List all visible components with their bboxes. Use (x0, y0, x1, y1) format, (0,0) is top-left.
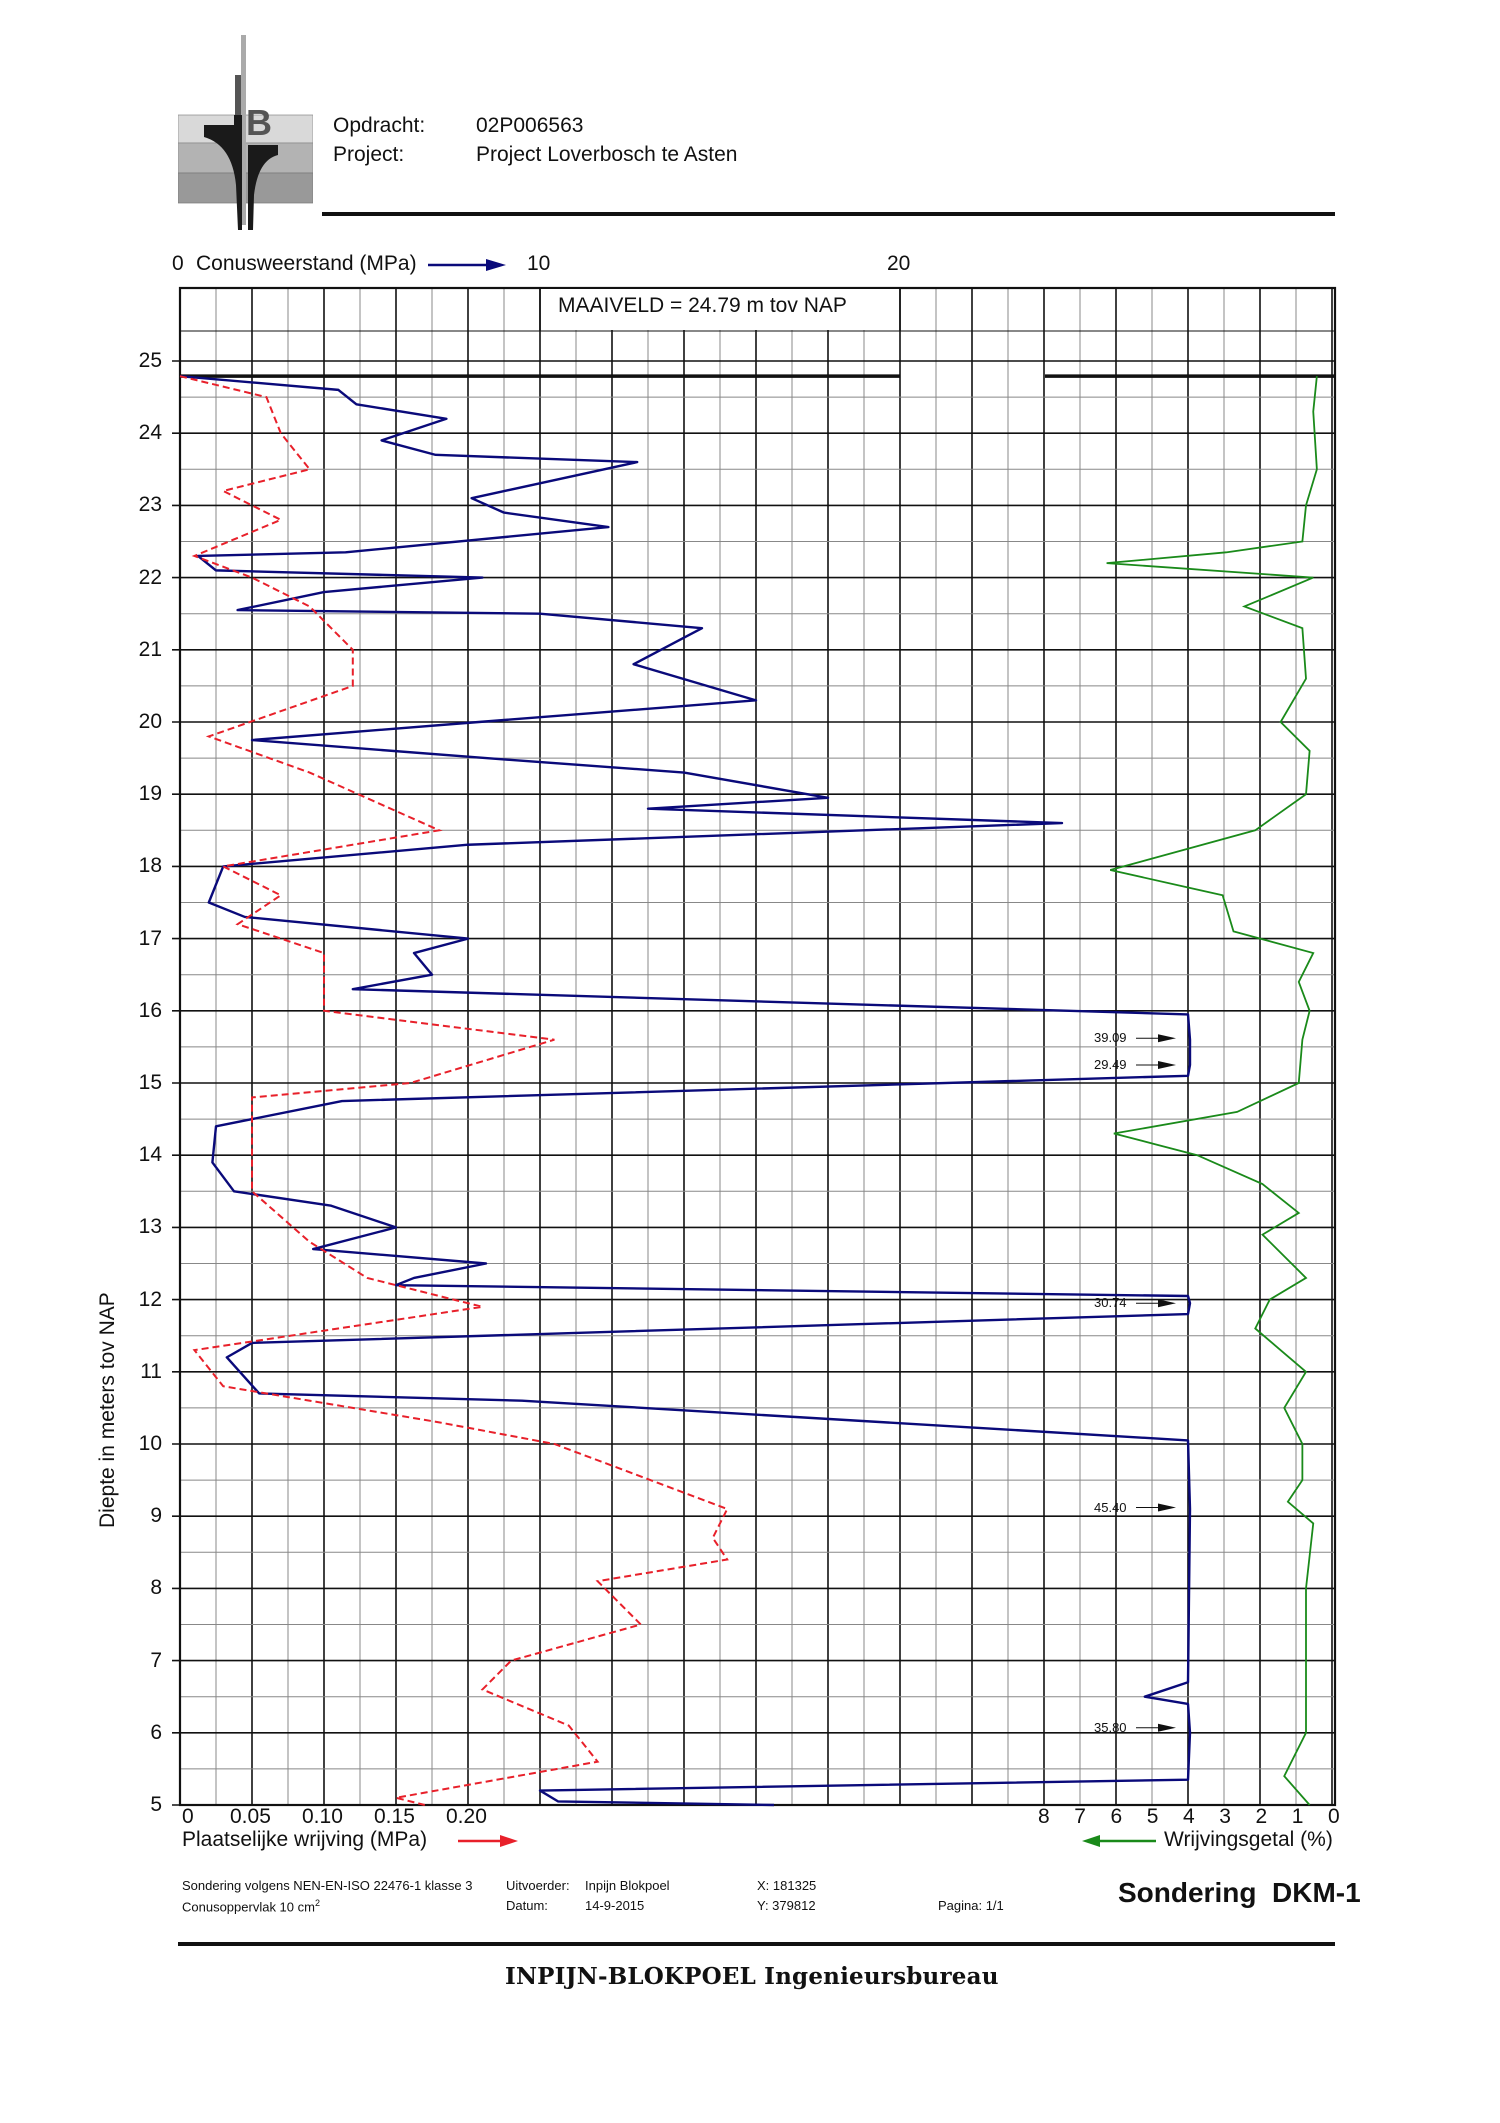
ratio-tick-label: 1 (1291, 1805, 1304, 1828)
y-tick-label: 10 (138, 1432, 162, 1455)
y-tick-label: 23 (138, 493, 162, 517)
max-value-annotation: 45.40 (1094, 1499, 1127, 1515)
x-coordinate: X: 181325 (757, 1878, 817, 1893)
y-tick-label: 16 (138, 998, 162, 1022)
y-tick-label: 22 (138, 565, 162, 589)
conus-area-text: Conusoppervlak 10 cm2 (182, 1898, 320, 1914)
opdracht-label: Opdracht: (333, 114, 426, 137)
page-number: Pagina: 1/1 (938, 1898, 1004, 1913)
y-coordinate: Y: 379812 (757, 1898, 816, 1913)
friction-tick-label: 0.20 (446, 1805, 487, 1828)
y-axis-title: Diepte in meters tov NAP (96, 1292, 119, 1528)
ratio-axis-label: Wrijvingsgetal (%) (1164, 1828, 1333, 1851)
y-tick-label: 9 (150, 1504, 162, 1528)
norm-text: Sondering volgens NEN-EN-ISO 22476-1 kla… (182, 1878, 473, 1893)
y-tick-label: 6 (150, 1720, 162, 1744)
y-tick-label: 20 (138, 710, 162, 733)
friction-axis-label: Plaatselijke wrijving (MPa) (182, 1828, 428, 1851)
conus-area-value: Conusoppervlak 10 cm (182, 1899, 315, 1915)
opdracht-value: 02P006563 (476, 114, 584, 137)
cone-axis-ten: 10 (527, 252, 551, 275)
friction-tick-label: 0.15 (374, 1805, 415, 1828)
ratio-tick-label: 7 (1074, 1805, 1086, 1828)
cone-axis-twenty: 20 (887, 252, 911, 275)
ratio-tick-label: 2 (1255, 1805, 1268, 1828)
cone-axis-label: Conusweerstand (MPa) (196, 252, 417, 275)
chart-curves (179, 374, 1318, 1807)
friction-legend-arrow-icon (458, 1835, 518, 1847)
y-tick-label: 18 (138, 854, 162, 878)
max-value-annotation: 35.80 (1094, 1719, 1127, 1735)
chart-grid (172, 286, 1337, 1807)
cone-legend-arrow-icon (428, 259, 506, 271)
y-tick-label: 21 (138, 637, 162, 661)
project-value: Project Loverbosch te Asten (476, 143, 738, 166)
y-tick-label: 15 (138, 1071, 162, 1094)
ratio-tick-label: 6 (1110, 1805, 1123, 1828)
datum-value: 14-9-2015 (585, 1898, 645, 1913)
cone-axis-zero: 0 (172, 252, 184, 275)
uitvoerder-value: Inpijn Blokpoel (585, 1878, 670, 1893)
footer-divider (178, 1942, 1335, 1946)
ratio-tick-label: 4 (1183, 1805, 1195, 1828)
company-logo-icon: B (178, 35, 313, 230)
y-tick-label: 11 (140, 1359, 162, 1383)
ratio-tick-label: 8 (1038, 1805, 1050, 1828)
sounding-title: Sondering DKM-1 (1118, 1877, 1361, 1908)
conus-area-unit-sup: 2 (314, 1898, 320, 1908)
y-tick-label: 19 (138, 782, 162, 806)
svg-text:B: B (246, 102, 272, 143)
uitvoerder-label: Uitvoerder: (506, 1878, 570, 1893)
y-tick-label: 24 (138, 421, 162, 445)
friction-tick-label: 0.05 (230, 1805, 271, 1828)
max-value-annotation: 29.49 (1094, 1056, 1127, 1072)
ratio-tick-label: 5 (1146, 1805, 1159, 1828)
project-label: Project: (333, 143, 405, 166)
ratio-tick-label: 3 (1219, 1805, 1231, 1828)
y-tick-label: 25 (138, 349, 162, 372)
y-tick-label: 8 (150, 1576, 162, 1600)
y-tick-label: 17 (138, 926, 162, 950)
y-tick-label: 5 (150, 1793, 162, 1816)
datum-label: Datum: (506, 1898, 548, 1913)
maaiveld-label: MAAIVELD = 24.79 m tov NAP (554, 294, 851, 318)
header-divider (322, 212, 1335, 216)
ratio-legend-arrow-icon (1082, 1835, 1156, 1847)
y-tick-label: 12 (138, 1287, 162, 1311)
max-value-annotation: 30.74 (1094, 1295, 1127, 1311)
y-tick-label: 13 (138, 1215, 162, 1239)
ratio-tick-label: 0 (1328, 1805, 1340, 1828)
y-tick-label: 7 (150, 1648, 162, 1672)
company-name: INPIJN-BLOKPOEL Ingenieursbureau (505, 1963, 999, 1990)
friction-tick-label: 0.10 (302, 1805, 343, 1828)
friction-tick-label: 0 (182, 1805, 194, 1828)
y-tick-label: 14 (138, 1143, 162, 1167)
max-value-annotation: 39.09 (1094, 1030, 1127, 1046)
